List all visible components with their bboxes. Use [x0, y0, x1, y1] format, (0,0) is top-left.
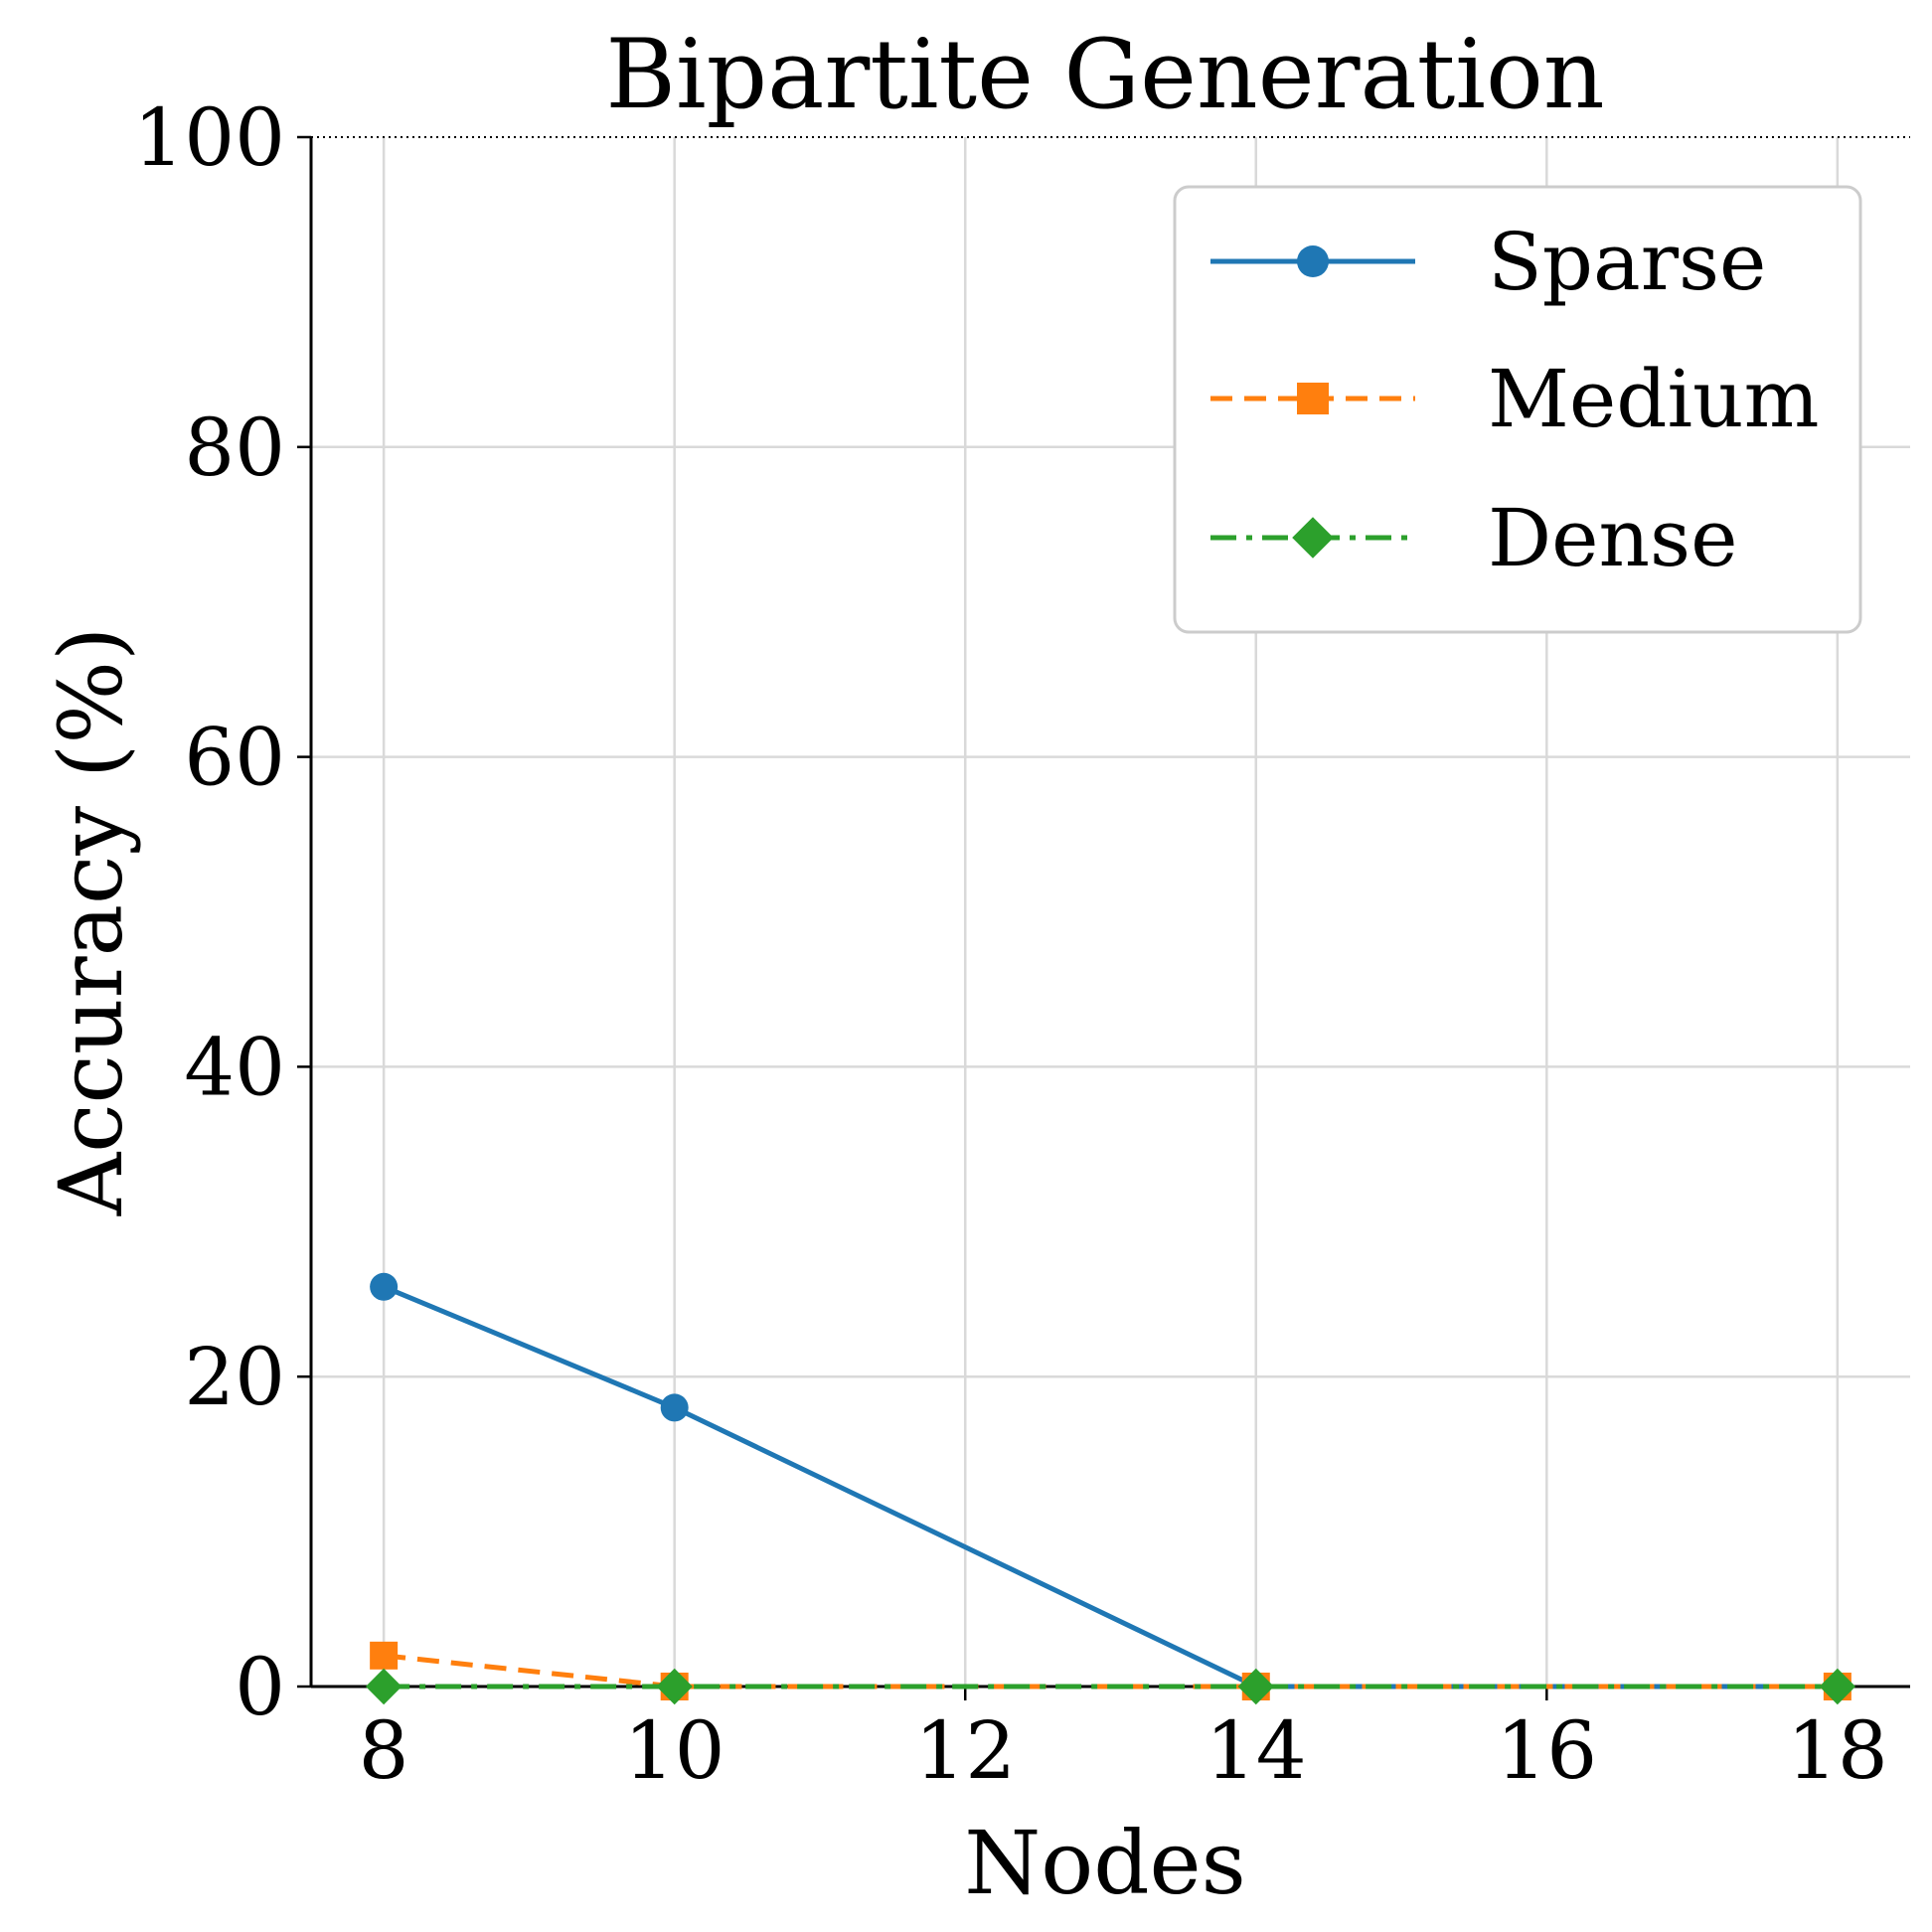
legend-label: Sparse [1488, 216, 1766, 308]
y-tick-label: 40 [184, 1021, 285, 1113]
data-point [365, 1668, 402, 1705]
legend-label: Medium [1488, 353, 1819, 445]
legend-item-medium: Medium [1210, 353, 1819, 445]
legend: Sparse Medium Dense [1173, 185, 1862, 634]
legend-marker [1297, 383, 1329, 414]
series-sparse [370, 1272, 1852, 1700]
legend-marker [1292, 517, 1334, 559]
legend-marker [1297, 245, 1329, 277]
series-line [383, 1284, 1838, 1690]
data-point [1819, 1668, 1856, 1705]
tick-labels: 8 10 12 14 16 18 0 20 40 60 80 100 [133, 91, 1887, 1797]
legend-item-sparse: Sparse [1210, 216, 1766, 308]
y-tick-label: 80 [184, 402, 285, 494]
data-point [1237, 1668, 1274, 1705]
x-tick-label: 14 [1206, 1704, 1307, 1797]
y-tick-label: 20 [184, 1331, 285, 1423]
y-axis-label: Accuracy (%) [40, 627, 142, 1217]
y-tick-label: 0 [235, 1641, 285, 1733]
x-tick-label: 12 [914, 1704, 1016, 1797]
chart-title: Bipartite Generation [605, 19, 1604, 130]
x-tick-label: 10 [624, 1704, 725, 1797]
series-layer [365, 1272, 1856, 1705]
x-tick-label: 16 [1496, 1704, 1597, 1797]
data-point [370, 1641, 399, 1670]
data-point [656, 1668, 693, 1705]
legend-item-dense: Dense [1210, 492, 1737, 584]
legend-label: Dense [1488, 492, 1737, 584]
legend-frame [1173, 185, 1862, 634]
series-medium [370, 1641, 1852, 1700]
series-line [383, 1653, 1838, 1690]
x-tick-label: 18 [1787, 1704, 1888, 1797]
series-dense [365, 1668, 1856, 1705]
data-point [370, 1272, 399, 1301]
x-tick-label: 8 [359, 1704, 409, 1797]
x-axis-label: Nodes [964, 1812, 1246, 1914]
data-point [660, 1393, 689, 1422]
y-tick-label: 60 [184, 712, 285, 804]
y-tick-label: 100 [133, 91, 285, 184]
